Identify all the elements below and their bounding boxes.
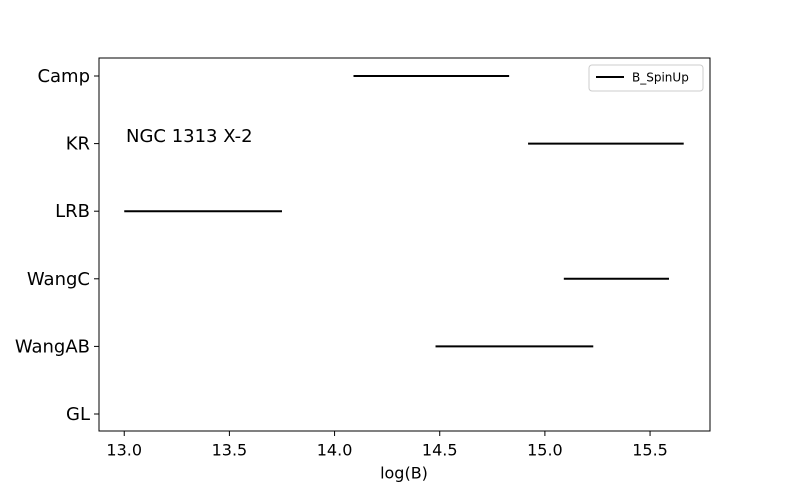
x-tick-label: 14.0 — [317, 441, 353, 460]
y-tick-label: WangC — [27, 269, 90, 290]
legend-box — [588, 64, 704, 92]
plot-frame — [98, 57, 711, 432]
x-tick-label: 15.5 — [632, 441, 668, 460]
legend-label: B_SpinUp — [632, 71, 689, 85]
y-tick-label: LRB — [55, 201, 90, 222]
x-tick-label: 13.5 — [212, 441, 248, 460]
x-axis-label: log(B) — [380, 464, 428, 483]
y-tick-label: WangAB — [15, 336, 90, 357]
x-tick-label: 14.5 — [422, 441, 458, 460]
x-tick-label: 13.0 — [106, 441, 142, 460]
y-tick-label: Camp — [37, 66, 90, 87]
y-tick-label: KR — [66, 134, 90, 155]
annotation: NGC 1313 X-2 — [126, 126, 253, 147]
x-tick-label: 15.0 — [527, 441, 563, 460]
y-tick-label: GL — [66, 404, 90, 425]
